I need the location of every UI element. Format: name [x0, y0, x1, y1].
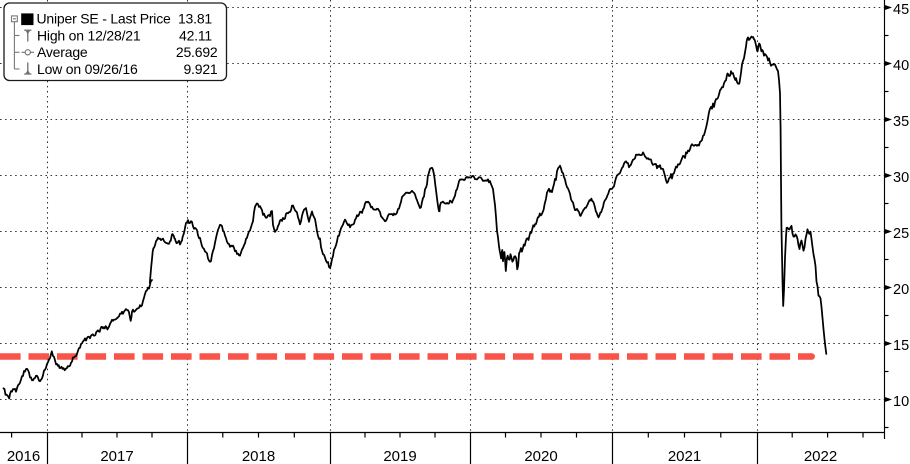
- svg-text:9.921: 9.921: [183, 61, 217, 77]
- svg-text:Low on 09/26/16: Low on 09/26/16: [37, 61, 138, 77]
- svg-text:10: 10: [893, 394, 909, 410]
- svg-text:2018: 2018: [242, 448, 275, 464]
- svg-text:30: 30: [893, 170, 909, 186]
- svg-text:High on 12/28/21: High on 12/28/21: [37, 27, 141, 43]
- svg-text:Uniper SE - Last Price: Uniper SE - Last Price: [37, 11, 172, 27]
- svg-text:2021: 2021: [668, 448, 701, 464]
- svg-text:35: 35: [893, 114, 909, 130]
- svg-text:20: 20: [893, 282, 909, 298]
- svg-text:2022: 2022: [804, 448, 837, 464]
- svg-text:25: 25: [893, 226, 909, 242]
- svg-text:13.81: 13.81: [178, 11, 212, 27]
- svg-text:45: 45: [893, 2, 909, 18]
- svg-text:25.692: 25.692: [176, 44, 218, 60]
- svg-text:2017: 2017: [100, 448, 133, 464]
- svg-text:Average: Average: [37, 44, 88, 60]
- svg-text:2020: 2020: [524, 448, 557, 464]
- svg-text:40: 40: [893, 58, 909, 74]
- svg-text:2016: 2016: [7, 448, 40, 464]
- svg-text:42.11: 42.11: [179, 27, 212, 43]
- svg-text:15: 15: [893, 338, 909, 354]
- svg-text:2019: 2019: [383, 448, 416, 464]
